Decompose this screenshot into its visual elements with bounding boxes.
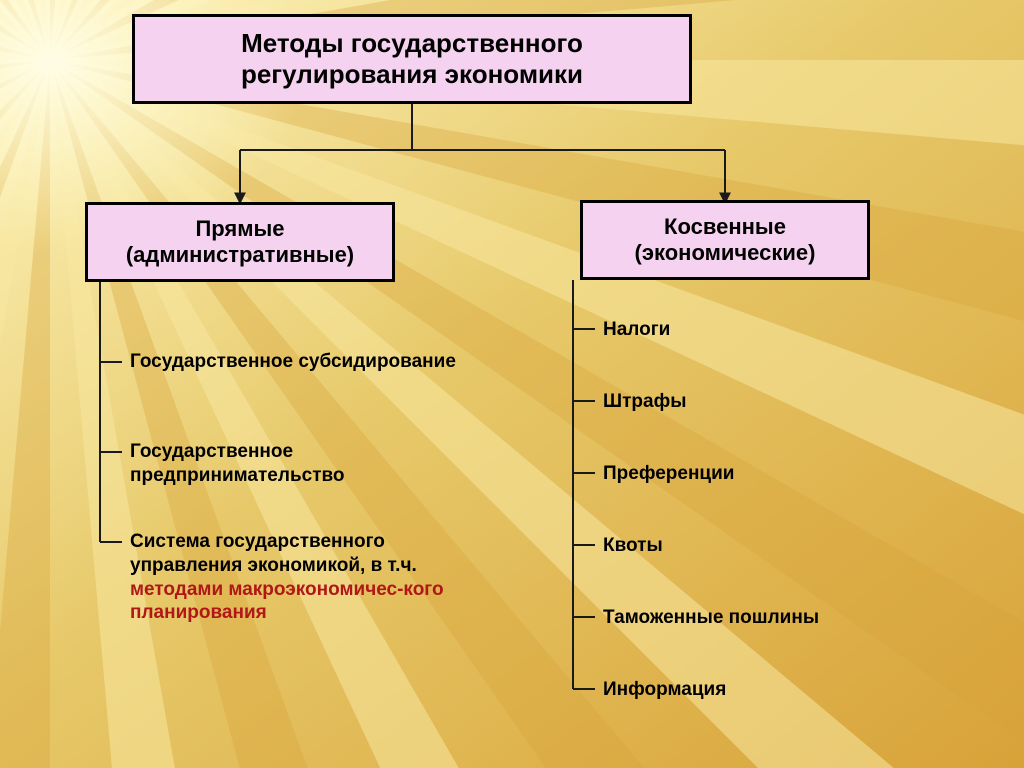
right-item: Квоты (603, 534, 663, 558)
right-branch-line2: (экономические) (635, 240, 816, 265)
right-branch-box: Косвенные(экономические) (580, 200, 870, 280)
right-branch-line1: Косвенные (664, 214, 786, 239)
right-item-text: Штрафы (603, 391, 686, 412)
root-title: Методы государственного регулирования эк… (241, 28, 583, 89)
left-item: Государственное предпринимательство (130, 440, 470, 488)
right-item: Информация (603, 678, 726, 702)
right-item: Таможенные пошлины (603, 606, 819, 630)
right-item-text: Преференции (603, 463, 734, 484)
diagram-content: Методы государственного регулирования эк… (0, 0, 1024, 768)
right-item: Штрафы (603, 390, 686, 414)
diagram-canvas: Методы государственного регулирования эк… (0, 0, 1024, 768)
left-item-text: Государственное предпринимательство (130, 441, 345, 486)
left-item-text: Система государственного управления экон… (130, 531, 417, 576)
right-item-text: Таможенные пошлины (603, 607, 819, 628)
left-item: Система государственного управления экон… (130, 530, 470, 625)
left-branch-line1: Прямые (195, 216, 284, 241)
root-box: Методы государственного регулирования эк… (132, 14, 692, 104)
right-item-text: Квоты (603, 535, 663, 556)
right-item: Налоги (603, 318, 670, 342)
right-item: Преференции (603, 462, 734, 486)
left-branch-box: Прямые(административные) (85, 202, 395, 282)
left-branch-line2: (административные) (126, 242, 354, 267)
right-item-text: Информация (603, 679, 726, 700)
right-item-text: Налоги (603, 319, 670, 340)
left-item: Государственное субсидирование (130, 350, 456, 374)
left-item-highlight: методами макроэкономичес-кого планирован… (130, 578, 470, 626)
left-item-text: Государственное субсидирование (130, 351, 456, 372)
